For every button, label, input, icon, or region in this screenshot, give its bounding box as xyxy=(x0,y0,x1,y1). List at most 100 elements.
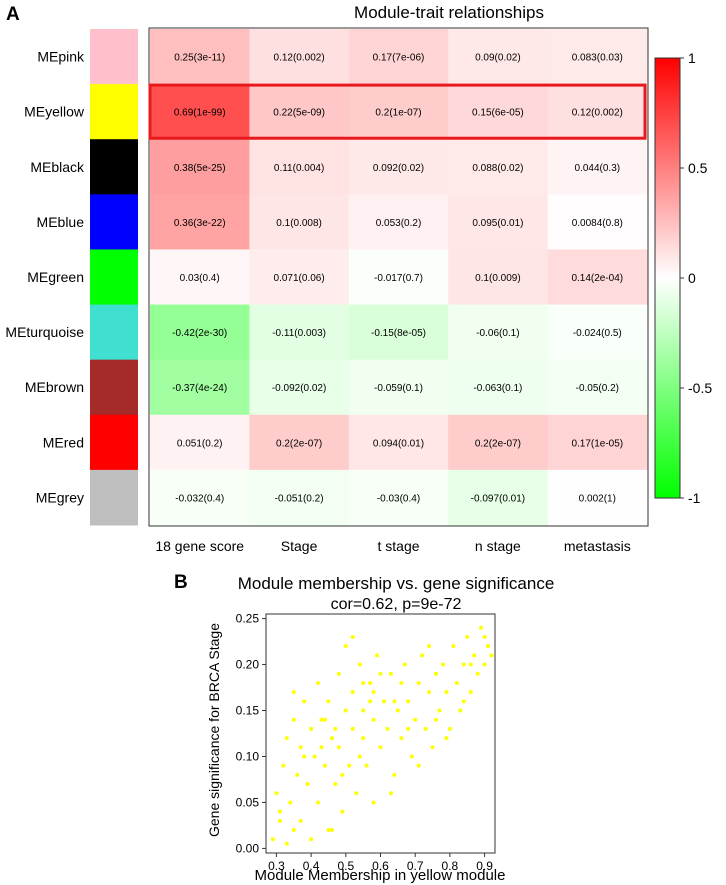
scatter-point xyxy=(486,644,491,649)
heatmap-cell xyxy=(547,304,648,361)
x-tick-label: 0.6 xyxy=(372,859,389,873)
colorbar-tick-label: 0 xyxy=(688,270,696,286)
heatmap-cell xyxy=(547,84,648,140)
module-label: MEblue xyxy=(37,214,85,230)
scatter-title: Module membership vs. gene significance xyxy=(238,574,555,593)
panel-b-label: B xyxy=(174,572,188,593)
scatter-point xyxy=(434,717,439,722)
heatmap-cell-label: -0.097(0.01) xyxy=(471,493,525,504)
scatter-point xyxy=(451,644,456,649)
scatter-point xyxy=(465,634,470,639)
scatter-point xyxy=(277,809,282,814)
heatmap-cell xyxy=(547,249,648,306)
heatmap-cell-label: 0.38(5e-25) xyxy=(174,163,226,174)
scatter-x-axis: 0.3 0.4 0.5 0.6 0.7 0.8 0.9 xyxy=(268,853,493,873)
scatter-point xyxy=(437,708,442,713)
x-tick-label: 0.5 xyxy=(337,859,354,873)
y-tick-label: 0.10 xyxy=(236,749,260,763)
heatmap-cell xyxy=(348,139,449,195)
heatmap-cell xyxy=(547,469,648,526)
scatter-point xyxy=(340,809,345,814)
heatmap-cell-label: 0.11(0.004) xyxy=(274,163,324,174)
scatter-point xyxy=(427,690,432,695)
heatmap-cell xyxy=(448,139,549,195)
x-tick-label: 0.7 xyxy=(407,859,424,873)
scatter-point xyxy=(368,699,373,704)
module-label: MEgreen xyxy=(27,269,84,285)
scatter-point xyxy=(447,726,452,731)
heatmap-cell xyxy=(547,29,648,85)
scatter-point xyxy=(277,818,282,823)
heatmap-cell-label: 0.2(2e-07) xyxy=(475,438,521,449)
heatmap-cell-label: 0.094(0.01) xyxy=(373,438,424,449)
module-label: MEred xyxy=(43,434,84,450)
scatter-point xyxy=(416,680,421,685)
colorbar-tick-label: -0.5 xyxy=(688,380,712,396)
heatmap-cell xyxy=(150,359,250,416)
scatter-point xyxy=(413,717,418,722)
scatter-point xyxy=(409,754,414,759)
heatmap-cell xyxy=(547,359,648,416)
heatmap-cell-label: 0.03(0.4) xyxy=(180,273,220,284)
heatmap-cell-label: 0.044(0.3) xyxy=(575,163,621,174)
heatmap-cell-label: 0.69(1e-99) xyxy=(174,108,226,119)
heatmap-cell xyxy=(448,29,549,85)
scatter-point xyxy=(340,772,345,777)
heatmap-cell-label: 0.09(0.02) xyxy=(475,53,521,64)
trait-label: n stage xyxy=(475,538,521,554)
heatmap-highlight-group xyxy=(148,83,647,140)
scatter-point xyxy=(475,671,480,676)
scatter-point xyxy=(420,653,425,658)
scatter-point xyxy=(361,708,366,713)
trait-label: Stage xyxy=(281,538,318,554)
scatter-point xyxy=(298,818,303,823)
module-label: MEyellow xyxy=(24,104,85,120)
scatter-point xyxy=(489,653,494,658)
heatmap-cell xyxy=(448,359,549,416)
heatmap-cell xyxy=(448,194,549,250)
scatter-point xyxy=(482,634,487,639)
scatter-point xyxy=(336,745,341,750)
heatmap-cell-label: 0.12(0.002) xyxy=(572,108,623,119)
scatter-point xyxy=(291,828,296,833)
scatter-point xyxy=(371,717,376,722)
scatter-point xyxy=(361,736,366,741)
y-tick-label: 0.25 xyxy=(236,612,260,626)
heatmap-cell-label: -0.42(2e-30) xyxy=(172,328,227,339)
scatter-point xyxy=(322,763,327,768)
module-color-swatch xyxy=(90,29,138,85)
scatter-point xyxy=(298,745,303,750)
colorbar-tick-label: 1 xyxy=(688,50,696,66)
heatmap-cell xyxy=(448,469,549,526)
scatter-point xyxy=(434,671,439,676)
scatter-point xyxy=(458,708,463,713)
scatter-subtitle: cor=0.62, p=9e-72 xyxy=(331,596,462,613)
scatter-point xyxy=(472,653,477,658)
heatmap-cell xyxy=(150,469,250,526)
heatmap-cell-label: -0.063(0.1) xyxy=(473,383,522,394)
heatmap-cell-label: 0.053(0.2) xyxy=(376,218,422,229)
heatmap-cell-label: -0.032(0.4) xyxy=(175,493,224,504)
y-tick-label: 0.00 xyxy=(236,841,260,855)
heatmap-cell xyxy=(348,414,449,471)
heatmap-cell xyxy=(249,469,350,526)
scatter-point xyxy=(343,708,348,713)
scatter-point xyxy=(440,662,445,667)
heatmap-highlight xyxy=(148,83,647,140)
heatmap-cell xyxy=(249,414,350,471)
scatter-point xyxy=(392,699,397,704)
heatmap-cell-label: 0.25(3e-11) xyxy=(174,53,225,64)
colorbar: 1 0.5 0 -0.5 -1 xyxy=(654,50,712,506)
scatter-point xyxy=(343,644,348,649)
heatmap-cell-label: -0.03(0.4) xyxy=(377,493,420,504)
scatter-point xyxy=(399,680,404,685)
scatter-point xyxy=(444,690,449,695)
heatmap-cell-label: -0.37(4e-24) xyxy=(172,383,227,394)
scatter-point xyxy=(319,745,324,750)
heatmap-cell-label: 0.36(3e-22) xyxy=(174,218,226,229)
heatmap-cell xyxy=(448,414,549,471)
heatmap-cell xyxy=(150,84,250,140)
scatter-frame xyxy=(265,613,496,854)
scatter-point xyxy=(371,690,376,695)
